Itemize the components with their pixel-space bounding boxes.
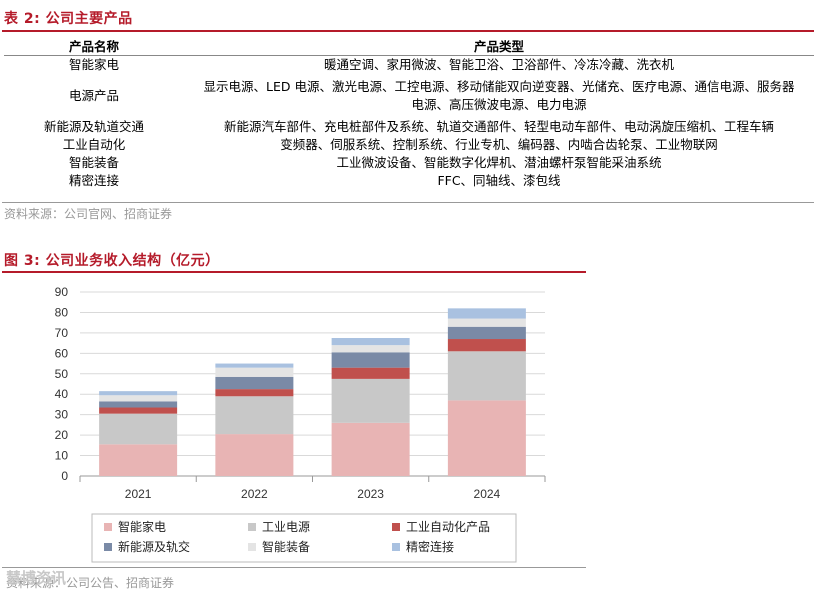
product-name: 智能装备 [68,155,119,170]
y-tick-label: 90 [55,285,69,299]
bar-segment [99,407,178,414]
bar-segment [331,345,410,353]
watermark: 慧博资讯 [6,569,67,587]
table-row: 新能源及轨道交通 新能源汽车部件、充电桩部件及系统、轨道交通部件、轻型电动车部件… [4,118,814,136]
legend-swatch [104,543,112,551]
bar-segment [447,400,526,476]
bar-segment [447,326,526,340]
table-title-rule [2,30,814,32]
legend-label: 工业自动化产品 [406,520,490,534]
product-name: 智能家电 [68,57,119,72]
bar-segment [215,389,294,397]
legend-label: 智能家电 [118,519,166,534]
bar-segment [215,363,294,368]
revenue-stacked-bar-chart: 0 10 20 30 40 50 60 70 80 90 2021 2022 2023 2024 智能家电 工… [55,285,546,563]
bar-segment [99,395,178,402]
x-tick-label: 2021 [125,487,152,501]
bar-segment [99,444,178,476]
product-types: FFC、同轴线、漆包线 [437,173,561,188]
product-name: 精密连接 [68,173,119,188]
table-row: 电源产品 显示电源、LED 电源、激光电源、工控电源、移动储能双向逆变器、光储充… [4,74,814,118]
bar-segment [331,422,410,476]
bar-segment [331,378,410,423]
y-tick-label: 70 [55,326,69,340]
figure-bottom-rule [2,567,586,568]
bar-segment [331,352,410,368]
product-name: 电源产品 [68,88,119,103]
legend-swatch [392,523,400,531]
x-tick-label: 2023 [357,487,384,501]
y-tick-label: 40 [55,387,69,401]
bar-segment [215,396,294,435]
product-name: 新能源及轨道交通 [43,119,144,134]
bar-segment [447,308,526,319]
table-bottom-rule [2,202,814,203]
y-tick-label: 80 [55,305,69,319]
header-product-name: 产品名称 [68,39,119,54]
bar-segment [99,401,178,408]
bar-segment [447,339,526,352]
legend-box [91,513,517,563]
product-types: 暖通空调、家用微波、智能卫浴、卫浴部件、冷冻冷藏、洗衣机 [323,57,674,72]
y-tick-label: 30 [55,408,69,422]
y-tick-label: 10 [55,449,69,463]
bar-segment [331,338,410,346]
product-types: 工业微波设备、智能数字化焊机、潜油螺杆泵智能采油系统 [336,155,662,170]
legend-swatch [248,523,256,531]
table-row: 精密连接 FFC、同轴线、漆包线 [4,172,814,190]
y-tick-label: 60 [55,346,69,360]
bar-segment [99,413,178,445]
product-table: 产品名称 产品类型 智能家电 暖通空调、家用微波、智能卫浴、卫浴部件、冷冻冷藏、… [4,36,814,190]
y-tick-label: 50 [55,367,69,381]
x-tick-label: 2022 [241,487,268,501]
legend-swatch [392,543,400,551]
bar-segment [331,367,410,379]
bar-segment [215,434,294,476]
header-product-type: 产品类型 [473,39,524,54]
legend-label: 新能源及轨交 [118,539,190,554]
y-tick-label: 0 [61,469,68,483]
legend-label: 精密连接 [406,539,454,554]
bar-segment [215,367,294,377]
bar-segment [215,376,294,390]
figure-source: 资料来源：公司公告、招商证券 [6,576,175,590]
product-types: 显示电源、LED 电源、激光电源、工控电源、移动储能双向逆变器、光储充、医疗电源… [203,79,795,112]
product-types: 变频器、伺服系统、控制系统、行业专机、编码器、内啮合齿轮泵、工业物联网 [280,137,718,152]
table-row: 智能家电 暖通空调、家用微波、智能卫浴、卫浴部件、冷冻冷藏、洗衣机 [4,56,814,75]
legend-swatch [248,543,256,551]
table-title: 表 2: 公司主要产品 [4,11,133,27]
legend-swatch [104,523,112,531]
figure-title: 图 3: 公司业务收入结构（亿元） [4,253,220,269]
x-tick-label: 2024 [474,487,501,501]
bar-segment [447,318,526,327]
product-types: 新能源汽车部件、充电桩部件及系统、轨道交通部件、轻型电动车部件、电动涡旋压缩机、… [223,119,774,134]
product-name: 工业自动化 [62,137,126,152]
table-row: 智能装备 工业微波设备、智能数字化焊机、潜油螺杆泵智能采油系统 [4,154,814,172]
y-tick-label: 20 [55,428,69,442]
legend-label: 工业电源 [262,520,310,534]
figure-title-rule [2,271,586,273]
bar-segment [99,391,178,396]
table-header-row: 产品名称 产品类型 [4,36,814,56]
table-source: 资料来源：公司官网、招商证券 [4,207,173,221]
bar-segment [447,351,526,401]
table-row: 工业自动化 变频器、伺服系统、控制系统、行业专机、编码器、内啮合齿轮泵、工业物联… [4,136,814,154]
legend-label: 智能装备 [262,539,310,554]
